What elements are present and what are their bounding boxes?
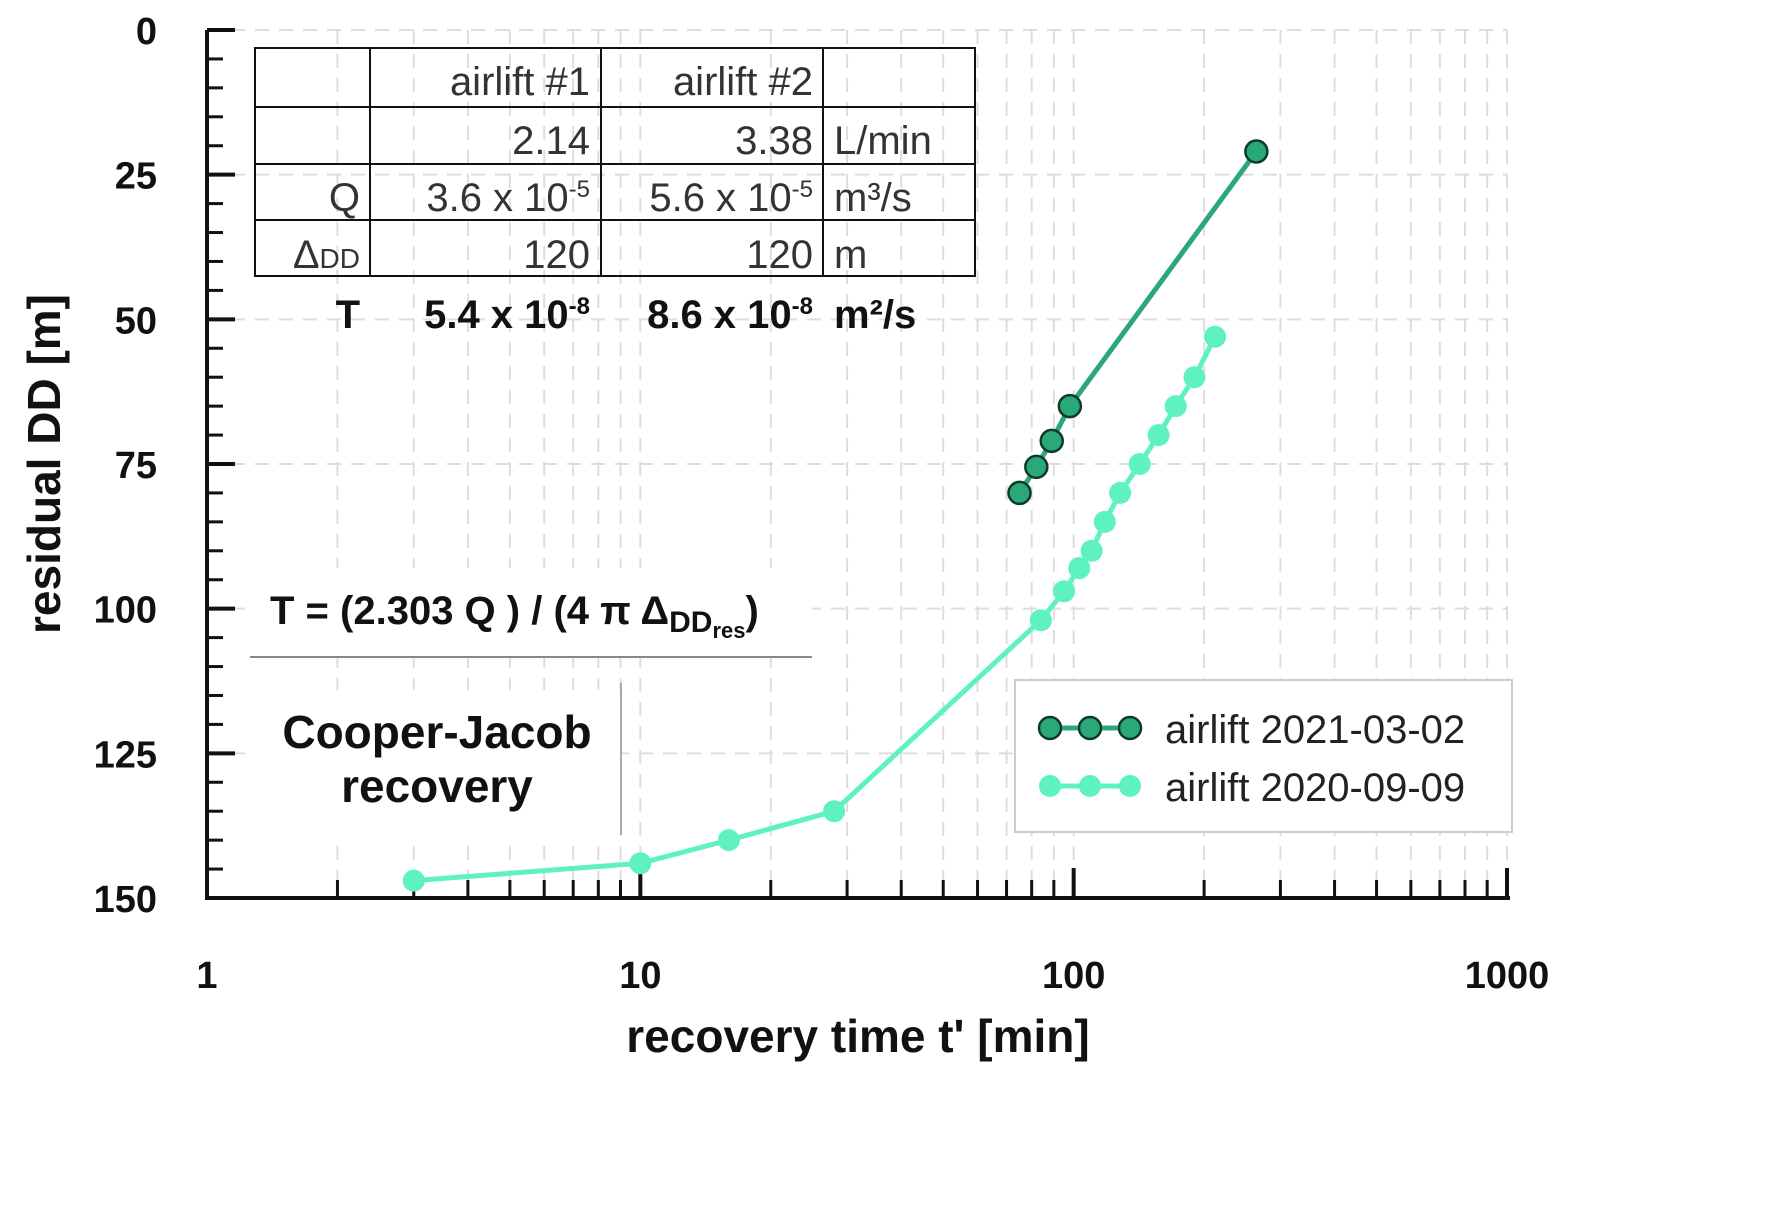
data-point xyxy=(1068,557,1091,580)
table-cell: 120 xyxy=(746,233,813,277)
y-tick-label: 125 xyxy=(94,734,157,776)
data-point xyxy=(1029,609,1052,632)
legend: airlift 2021-03-02 airlift 2020-09-09 xyxy=(1014,679,1513,833)
legend-marker xyxy=(1039,775,1061,797)
table-header-airlift-1: airlift #1 xyxy=(450,60,590,104)
y-tick-label: 25 xyxy=(115,156,157,198)
equation-background xyxy=(250,568,812,656)
data-point xyxy=(823,800,846,823)
table-cell-unit: L/min xyxy=(834,119,932,163)
legend-marker xyxy=(1077,715,1103,741)
data-point xyxy=(1183,366,1206,389)
data-point xyxy=(1080,539,1103,562)
data-point xyxy=(1109,481,1132,504)
legend-marker xyxy=(1079,775,1101,797)
table-cell: 3.6 x 10-5 xyxy=(426,176,590,220)
y-tick-label: 100 xyxy=(94,590,157,632)
table-cell: 5.6 x 10-5 xyxy=(649,176,813,220)
table-t-value-1: 5.4 x 10-8 xyxy=(424,293,590,337)
x-axis-title: recovery time t' [min] xyxy=(626,1010,1089,1062)
data-point xyxy=(1007,480,1032,506)
table-t-unit: m²/s xyxy=(834,293,916,337)
table-row-label: Q xyxy=(329,176,360,220)
legend-label-series-1: airlift 2021-03-02 xyxy=(1165,708,1465,752)
data-point xyxy=(1093,510,1116,533)
legend-label-series-2: airlift 2020-09-09 xyxy=(1165,766,1465,810)
method-annotation: Cooper-Jacob recovery xyxy=(255,683,622,840)
table-cell: 3.38 xyxy=(735,119,813,163)
series-2 xyxy=(402,325,1227,892)
y-axis-title: residual DD [m] xyxy=(18,294,70,634)
equation-box: T = (2.303 Q ) / (4 π ΔDDres) xyxy=(250,568,812,658)
legend-items xyxy=(1037,715,1143,797)
table-cell: 2.14 xyxy=(512,119,590,163)
data-point xyxy=(1147,424,1170,447)
y-tick-label: 50 xyxy=(115,300,157,342)
data-point xyxy=(1057,393,1083,419)
y-tick-label: 75 xyxy=(115,445,157,487)
equation-text: T = (2.303 Q ) / (4 π ΔDDres) xyxy=(270,589,759,643)
data-point xyxy=(1204,325,1227,348)
table-frame xyxy=(254,47,976,277)
data-point xyxy=(1039,428,1064,454)
data-point xyxy=(1053,580,1076,603)
table-t-label: T xyxy=(336,293,360,337)
legend-marker xyxy=(1117,715,1143,741)
data-point xyxy=(1128,453,1151,475)
x-tick-label: 100 xyxy=(1042,955,1105,997)
table-cell-unit: m³/s xyxy=(834,176,912,220)
table-row-label: ΔDD xyxy=(293,233,360,277)
y-tick-label: 0 xyxy=(136,11,157,53)
x-tick-label: 1 xyxy=(196,955,217,997)
x-tick-label: 1000 xyxy=(1465,955,1550,997)
legend-marker xyxy=(1119,775,1141,797)
annotation-background xyxy=(255,690,620,840)
data-point xyxy=(402,869,425,892)
table-header-airlift-2: airlift #2 xyxy=(673,60,813,104)
legend-marker xyxy=(1037,715,1063,741)
data-point xyxy=(629,852,652,875)
data-point xyxy=(717,829,740,852)
series-1 xyxy=(1007,139,1269,506)
annotation-line-1: Cooper-Jacob xyxy=(282,706,591,758)
tick-labels: 1 10 100 1000 0 25 50 75 100 125 150 xyxy=(94,11,1550,997)
annotation-line-2: recovery xyxy=(341,760,533,812)
table-t-value-2: 8.6 x 10-8 xyxy=(647,293,813,337)
data-table: airlift #1 airlift #2 2.14 3.38 L/min Q … xyxy=(254,47,976,337)
data-point xyxy=(1024,454,1049,480)
series-layer xyxy=(402,139,1269,892)
table-cell-unit: m xyxy=(834,233,867,277)
data-point xyxy=(1244,139,1269,164)
x-tick-label: 10 xyxy=(619,955,661,997)
legend-frame xyxy=(1014,679,1513,833)
y-tick-label: 150 xyxy=(94,879,157,921)
data-point xyxy=(1164,395,1187,418)
table-cell: 120 xyxy=(523,233,590,277)
